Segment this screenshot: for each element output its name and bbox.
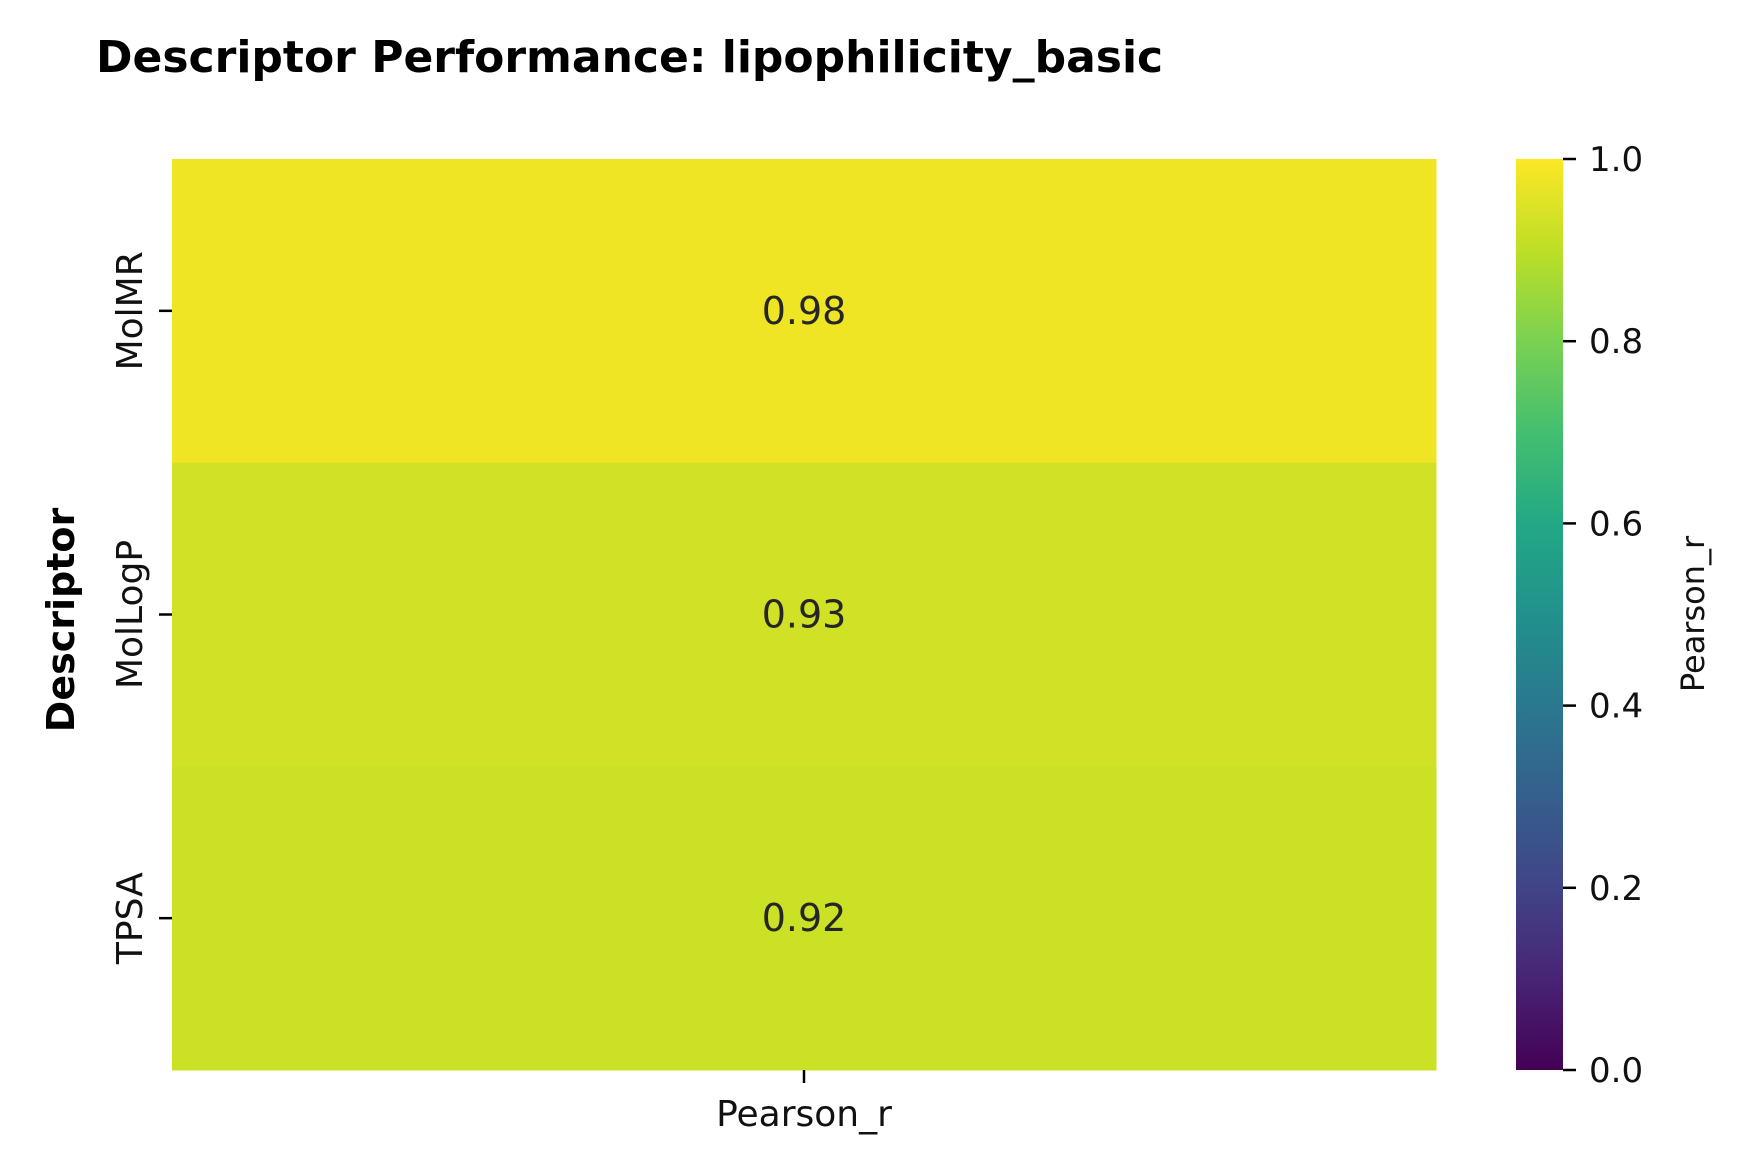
colorbar-tick-label: 0.0 — [1589, 1051, 1643, 1091]
colorbar-tick-label: 0.8 — [1589, 322, 1643, 362]
row-tick-label: TPSA — [110, 872, 151, 965]
cell-value-label: 0.98 — [762, 289, 847, 333]
row-tick-label: MolMR — [110, 251, 151, 370]
heatmap-cell-tpsa — [172, 766, 1437, 1071]
colorbar-tick-label: 0.4 — [1589, 687, 1643, 727]
chart-title: Descriptor Performance: lipophilicity_ba… — [96, 32, 1163, 83]
y-axis-label: Descriptor — [39, 508, 83, 733]
column-tick-label: Pearson_r — [716, 1094, 892, 1135]
colorbar-tick-label: 0.6 — [1589, 504, 1643, 544]
colorbar-label: Pearson_r — [1674, 535, 1712, 692]
colorbar-ticks: 0.0 0.2 0.4 0.6 0.8 1.0 — [1563, 140, 1643, 1091]
row-ticks: MolMR MolLogP TPSA — [110, 251, 172, 965]
heatmap-cells: 0.98 0.93 0.92 — [172, 159, 1437, 1071]
column-ticks: Pearson_r — [716, 1070, 892, 1135]
heatmap-cell-molmr — [172, 159, 1437, 464]
colorbar-tick-label: 1.0 — [1589, 140, 1643, 180]
heatmap-cell-mollogp — [172, 462, 1437, 767]
cell-value-label: 0.93 — [762, 593, 847, 637]
cell-value-label: 0.92 — [762, 896, 847, 940]
colorbar — [1516, 159, 1563, 1070]
row-tick-label: MolLogP — [110, 540, 151, 689]
colorbar-tick-label: 0.2 — [1589, 869, 1643, 909]
